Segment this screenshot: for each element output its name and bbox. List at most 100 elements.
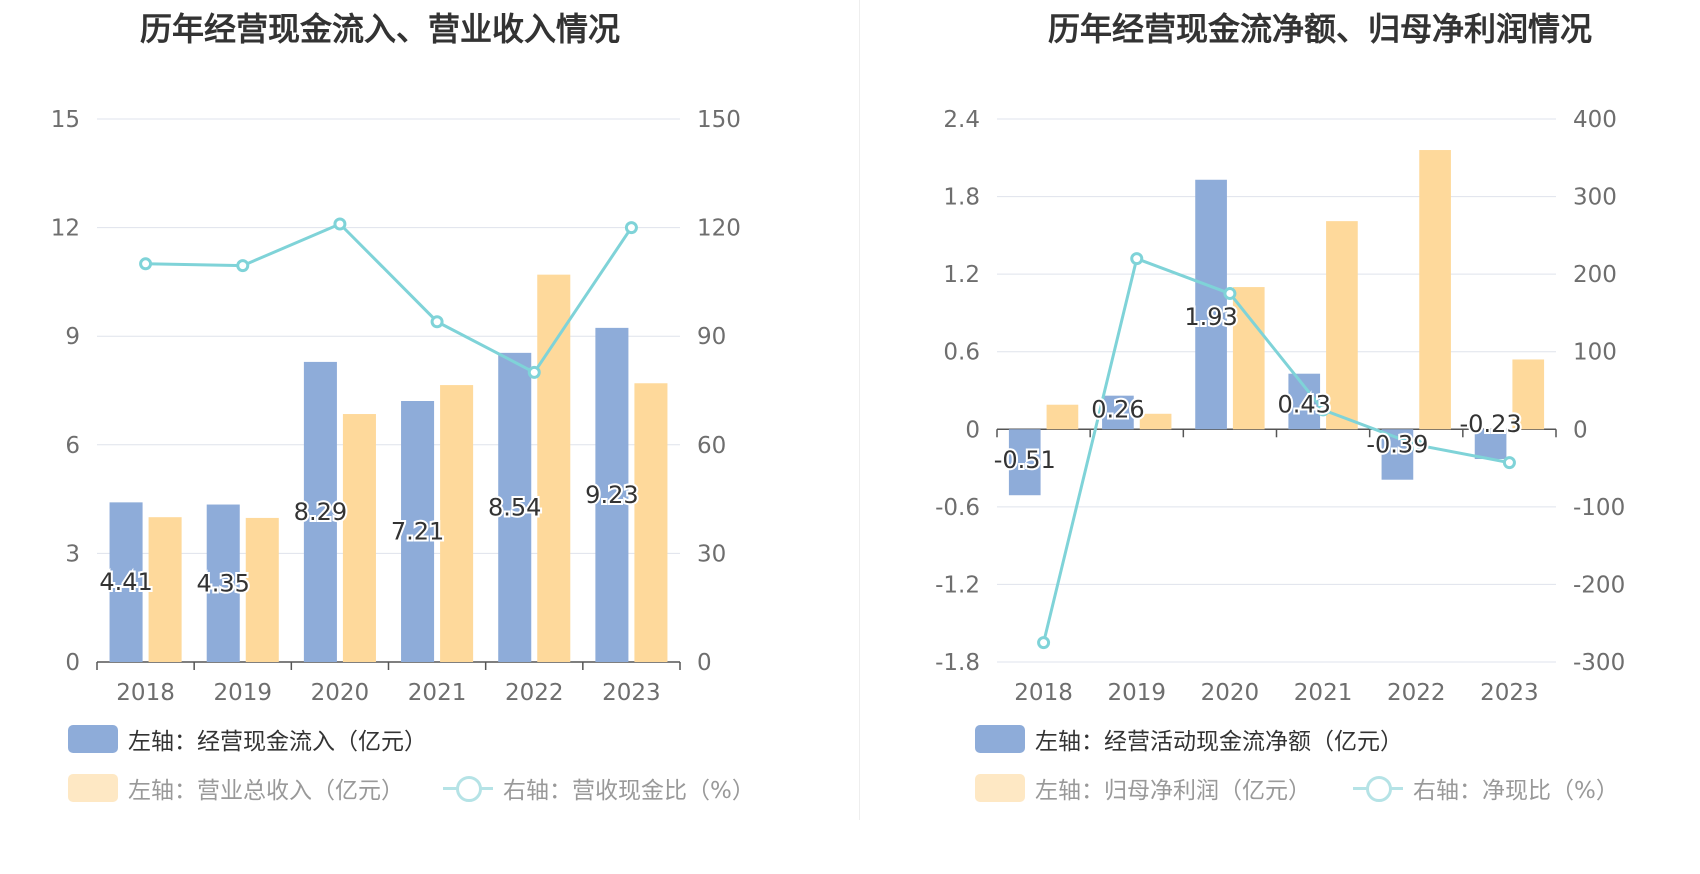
bar: [1419, 150, 1451, 430]
bar: [109, 502, 143, 662]
bar-data-label: -0.51: [994, 446, 1056, 474]
bar-data-label: 4.41: [99, 568, 152, 596]
bar: [1008, 429, 1041, 496]
y-left-tick-label: 12: [51, 216, 80, 242]
line-point: [1223, 287, 1237, 301]
line-point: [1316, 403, 1330, 417]
legend-label: 右轴：营收现金比（%）: [503, 778, 755, 804]
bar: [245, 517, 279, 662]
x-tick-label: 2019: [213, 680, 272, 706]
x-tick-label: 2022: [1387, 680, 1446, 706]
bar: [440, 385, 474, 662]
bar: [1512, 359, 1545, 430]
y-left-tick-label: 6: [65, 433, 80, 459]
y-left-tick-label: 0: [965, 417, 980, 443]
x-tick-label: 2021: [408, 680, 467, 706]
legend-label: 右轴：净现比（%）: [1413, 778, 1619, 804]
legend-item-net-profit[interactable]: 左轴：归母净利润（亿元）: [975, 771, 1311, 805]
y-right-tick-label: -100: [1573, 495, 1625, 521]
legend-label: 左轴：归母净利润（亿元）: [1035, 778, 1311, 804]
y-left-tick-label: -0.6: [935, 495, 980, 521]
bar: [401, 400, 435, 662]
y-right-tick-label: 60: [697, 433, 726, 459]
bar: [634, 383, 668, 662]
bar-data-label: 4.35: [197, 569, 250, 597]
legend-label: 左轴：营业总收入（亿元）: [128, 778, 404, 804]
series-line: [1042, 256, 1510, 643]
line-point: [1409, 438, 1423, 452]
net-cashflow-profit-chart: -1.8 -300 -1.2 -200 -0.6 -100 0 0 0.6 100 1.2 200 1.…: [935, 107, 1625, 706]
line-point: [236, 259, 250, 273]
x-tick-label: 2018: [116, 680, 175, 706]
line-point: [1130, 252, 1144, 266]
y-right-tick-label: 0: [1573, 417, 1588, 443]
legend-label: 左轴：经营现金流入（亿元）: [128, 729, 427, 755]
bar: [1474, 429, 1507, 460]
y-right-tick-label: -300: [1573, 650, 1625, 676]
bar-data-label: 7.21: [391, 517, 444, 545]
cashflow-revenue-chart: 0 0 3 30 6 60 9 90 12 120 15 150 2018 2019 2020 2021 202…: [51, 107, 741, 706]
legend-line-swatch: [1353, 774, 1403, 802]
x-tick-label: 2018: [1014, 680, 1073, 706]
bar-data-label: -0.39: [1366, 431, 1428, 459]
bar-data-label: 9.23: [585, 481, 638, 509]
legend-item-net-cashflow[interactable]: 左轴：经营活动现金流净额（亿元）: [975, 722, 1403, 756]
bar-data-label: 8.29: [294, 498, 347, 526]
legend-item-revenue-cash-ratio[interactable]: 右轴：营收现金比（%）: [443, 771, 755, 805]
bar: [1102, 395, 1134, 430]
left-chart-panel: 历年经营现金流入、营业收入情况 0 0 3 30 6 60 9 90 12 120 15 150 201…: [51, 10, 755, 805]
y-right-tick-label: 90: [697, 324, 726, 350]
line-point: [139, 257, 153, 271]
y-right-tick-label: -200: [1573, 572, 1625, 598]
x-tick-label: 2022: [505, 680, 564, 706]
bar: [148, 517, 182, 662]
bar: [1139, 413, 1172, 430]
y-right-tick-label: 30: [697, 541, 726, 567]
y-left-tick-label: -1.2: [935, 572, 980, 598]
y-left-tick-label: 2.4: [943, 107, 980, 133]
bar: [206, 504, 240, 662]
bar-data-label: 1.93: [1184, 303, 1237, 331]
line-point: [1502, 456, 1516, 470]
y-left-tick-label: 0.6: [943, 340, 980, 366]
legend-item-cash-inflow[interactable]: 左轴：经营现金流入（亿元）: [68, 722, 427, 756]
bar: [1046, 404, 1079, 430]
y-left-tick-label: 0: [65, 650, 80, 676]
y-right-tick-label: 100: [1573, 340, 1617, 366]
bar-data-label: -0.23: [1460, 410, 1522, 438]
x-tick-label: 2023: [602, 680, 661, 706]
line-point: [1037, 636, 1051, 650]
legend-swatch: [975, 725, 1025, 753]
x-tick-label: 2023: [1480, 680, 1539, 706]
line-point: [333, 217, 347, 231]
line-point: [527, 365, 541, 379]
y-left-tick-label: 3: [65, 541, 80, 567]
x-tick-label: 2020: [311, 680, 370, 706]
y-right-tick-label: 150: [697, 107, 741, 133]
bar: [1232, 287, 1265, 430]
x-tick-label: 2020: [1201, 680, 1260, 706]
line-point: [430, 315, 444, 329]
bar: [1195, 179, 1227, 430]
y-left-tick-label: 1.8: [943, 185, 980, 211]
y-right-tick-label: 300: [1573, 185, 1617, 211]
legend-label: 左轴：经营活动现金流净额（亿元）: [1035, 729, 1403, 755]
bar: [342, 414, 376, 662]
chart-title: 历年经营现金流入、营业收入情况: [139, 10, 620, 48]
y-left-tick-label: 15: [51, 107, 80, 133]
bar: [1326, 221, 1358, 430]
legend-swatch: [68, 774, 118, 802]
series-line: [145, 222, 633, 375]
panel-divider: [859, 0, 860, 820]
legend-swatch: [68, 725, 118, 753]
chart-title: 历年经营现金流净额、归母净利润情况: [1047, 10, 1592, 48]
y-left-tick-label: -1.8: [935, 650, 980, 676]
bar-data-label: 0.43: [1278, 390, 1331, 418]
bar-data-label: 0.26: [1091, 396, 1144, 424]
legend-item-revenue[interactable]: 左轴：营业总收入（亿元）: [68, 771, 404, 805]
y-left-tick-label: 1.2: [943, 262, 980, 288]
bar: [537, 274, 571, 662]
legend-item-net-cash-ratio[interactable]: 右轴：净现比（%）: [1353, 771, 1619, 805]
y-right-tick-label: 0: [697, 650, 712, 676]
bar: [303, 361, 337, 662]
